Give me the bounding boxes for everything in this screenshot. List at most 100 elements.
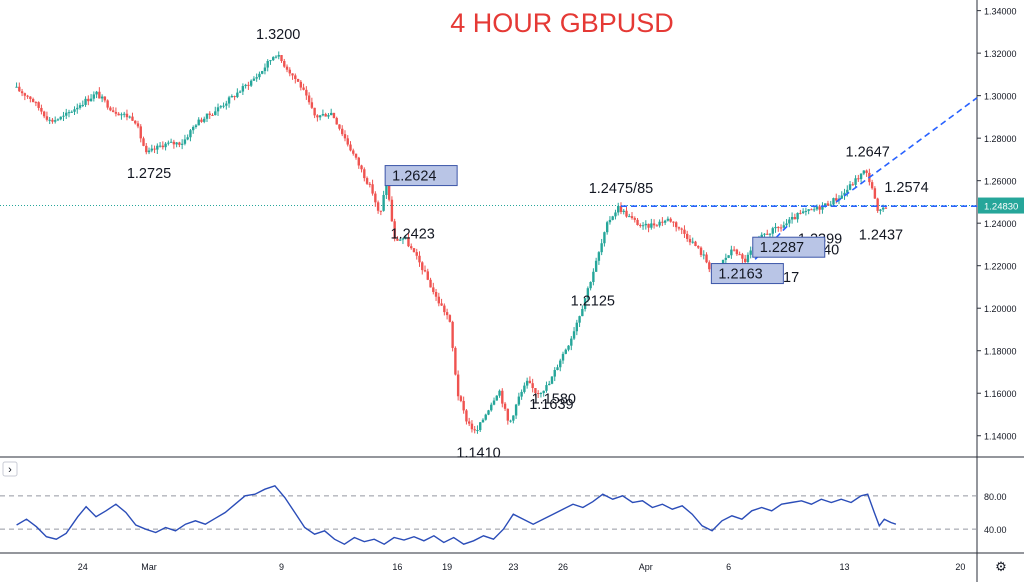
candle-body <box>777 226 780 228</box>
candle-body <box>732 249 736 251</box>
candle-body <box>29 96 32 99</box>
candle-body <box>804 210 808 212</box>
candle-body <box>178 142 181 145</box>
candle-body <box>677 227 681 229</box>
candle-body <box>421 262 424 271</box>
gear-icon[interactable]: ⚙ <box>995 560 1007 575</box>
candle-body <box>338 124 341 129</box>
candle-body <box>688 238 692 243</box>
candle-body <box>316 115 319 118</box>
price-annotation: 1.1580 <box>532 391 576 407</box>
price-box-label: 1.2163 <box>718 267 762 283</box>
candle-body <box>62 115 65 117</box>
candle-body <box>324 114 327 117</box>
candle-body <box>70 111 73 113</box>
candle-body <box>550 376 554 384</box>
candle-body <box>23 93 27 96</box>
candle-body <box>117 113 120 116</box>
candle-body <box>652 223 656 226</box>
candle-body <box>799 212 802 214</box>
collapse-icon: › <box>8 464 12 476</box>
candle-body <box>423 270 427 272</box>
price-tick-label: 1.32000 <box>984 49 1017 59</box>
candle-body <box>553 369 556 377</box>
candle-body <box>415 252 418 256</box>
candle-body <box>705 254 708 263</box>
candle-body <box>128 116 131 118</box>
candle-body <box>153 148 156 150</box>
candle-body <box>490 404 493 411</box>
candle-body <box>873 188 877 199</box>
candle-body <box>164 143 167 148</box>
candle-body <box>545 385 548 391</box>
candle-body <box>840 195 843 199</box>
candle-body <box>354 153 358 158</box>
time-tick-label: 26 <box>558 562 568 572</box>
candle-body <box>812 209 816 211</box>
candle-body <box>818 206 821 210</box>
price-tick-label: 1.16000 <box>984 389 1017 399</box>
candle-body <box>525 380 529 386</box>
time-tick-label: 23 <box>508 562 518 572</box>
candle-body <box>365 178 369 184</box>
candle-body <box>625 210 628 217</box>
candle-body <box>382 194 385 211</box>
collapse-button[interactable] <box>2 461 18 477</box>
price-box-label: 1.2287 <box>760 240 804 256</box>
candle-body <box>575 322 579 332</box>
candle-body <box>876 198 879 211</box>
candle-body <box>48 119 51 121</box>
candle-body <box>78 105 82 108</box>
candle-body <box>194 125 198 127</box>
candle-body <box>622 210 625 212</box>
candle-body <box>15 86 18 88</box>
candle-body <box>531 383 534 389</box>
candle-body <box>559 360 562 368</box>
candle-body <box>785 223 788 226</box>
time-tick-label: Mar <box>141 562 157 572</box>
price-annotation: 1.1410 <box>456 446 500 462</box>
candle-body <box>520 391 523 397</box>
price-tick-label: 1.24000 <box>984 219 1017 229</box>
candle-body <box>37 102 40 108</box>
candle-body <box>639 225 642 227</box>
candle-body <box>296 78 300 82</box>
candle-body <box>191 126 195 131</box>
candle-body <box>467 421 471 424</box>
candle-body <box>169 141 173 143</box>
candle-body <box>796 212 799 220</box>
candle-body <box>321 114 325 116</box>
candle-body <box>462 400 465 411</box>
candle-body <box>788 219 791 224</box>
price-annotation: 1.2423 <box>391 226 435 242</box>
candle-body <box>617 206 620 213</box>
candle-body <box>741 254 744 259</box>
candle-body <box>564 349 567 354</box>
candle-body <box>735 249 739 255</box>
candle-body <box>666 218 670 221</box>
time-tick-label: 13 <box>840 562 850 572</box>
time-tick-label: 24 <box>78 562 88 572</box>
candle-body <box>393 221 396 239</box>
candle-body <box>443 305 446 313</box>
candle-body <box>357 157 360 166</box>
candle-body <box>230 95 234 98</box>
time-axis: 24 Mar 9 16 19 23 26 Apr 6 13 20 <box>78 562 966 572</box>
candle-body <box>186 137 189 140</box>
candle-body <box>222 105 225 107</box>
candle-body <box>512 415 515 421</box>
candle-body <box>592 271 595 282</box>
candle-body <box>655 225 659 227</box>
candle-body <box>335 117 338 125</box>
price-tick-label: 1.20000 <box>984 304 1017 314</box>
candle-body <box>216 107 220 112</box>
candle-body <box>318 115 322 118</box>
candle-body <box>396 238 399 241</box>
candle-body <box>51 119 54 122</box>
candle-body <box>125 113 129 118</box>
candle-body <box>848 184 852 190</box>
price-tick-label: 1.26000 <box>984 177 1017 187</box>
candle-body <box>59 116 62 120</box>
candle-body <box>743 258 747 263</box>
